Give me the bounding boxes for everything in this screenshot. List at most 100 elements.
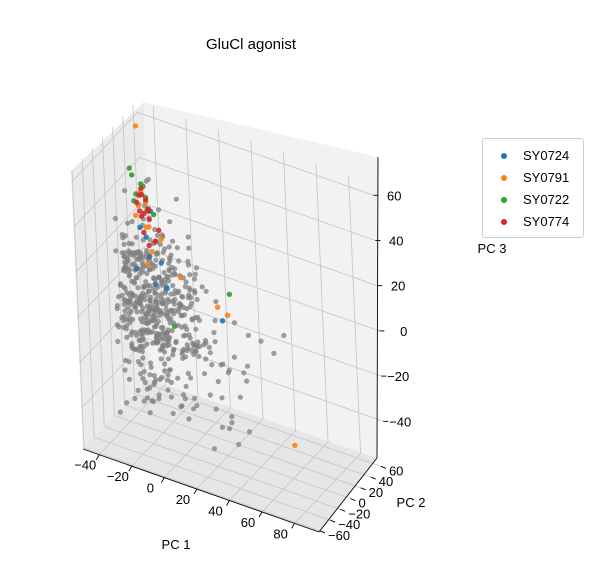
background-point [195, 339, 201, 345]
background-point [229, 420, 235, 426]
series-point-sy0724 [158, 260, 164, 266]
background-point [154, 321, 160, 327]
background-point [158, 356, 164, 362]
background-point [229, 414, 235, 420]
background-point [129, 341, 135, 347]
legend-marker [501, 219, 507, 225]
background-point [151, 317, 157, 323]
background-point [203, 356, 209, 362]
legend-item: SY0791 [483, 167, 583, 189]
z-tick-label: −20 [387, 369, 409, 384]
background-point [175, 375, 181, 381]
background-point [138, 371, 144, 377]
background-point [167, 320, 173, 326]
background-point [153, 276, 159, 283]
series-point-sy0724 [147, 254, 153, 260]
x-tick-mark [258, 511, 263, 518]
series-point-sy0791 [177, 274, 184, 281]
background-point [142, 380, 148, 386]
x-grid-line [229, 152, 296, 501]
background-point [126, 248, 132, 254]
background-point [148, 302, 154, 308]
background-point [151, 373, 157, 379]
background-point [157, 347, 163, 353]
background-point [179, 403, 185, 409]
background-point [122, 297, 129, 303]
y-axis-line [318, 457, 378, 533]
series-point-sy0724 [163, 285, 170, 291]
background-point [144, 270, 150, 277]
x-tick-label: −40 [74, 458, 96, 473]
series-point-sy0791 [214, 304, 221, 310]
y-tick-mark [370, 476, 376, 480]
background-point [220, 361, 226, 367]
back-pane [144, 102, 378, 458]
background-point [180, 348, 186, 354]
background-point [231, 354, 237, 360]
background-point [192, 290, 198, 296]
background-point [166, 244, 172, 250]
background-point [145, 311, 151, 317]
y-tick-label: 20 [369, 485, 383, 500]
background-point [142, 296, 148, 303]
background-point [185, 234, 191, 240]
background-point [213, 406, 219, 412]
background-point [137, 299, 143, 305]
legend-marker [501, 153, 507, 159]
background-point [170, 348, 176, 354]
x-tick-label: −20 [107, 469, 129, 484]
background-point [146, 288, 152, 294]
background-point [173, 196, 179, 202]
background-point [209, 362, 215, 368]
background-point [146, 266, 153, 273]
background-point [184, 342, 190, 348]
y-tick-mark [340, 508, 346, 512]
x-axis-label: PC 1 [162, 537, 191, 552]
z-grid-line [75, 202, 378, 287]
x-tick-mark [226, 500, 230, 506]
background-point [142, 314, 148, 321]
background-point [172, 272, 178, 278]
background-point [153, 251, 159, 257]
series-point-sy0774 [134, 199, 140, 206]
background-point [114, 306, 120, 312]
background-point [139, 259, 145, 265]
background-point [159, 232, 165, 238]
series-point-sy0774 [145, 208, 151, 214]
background-point [241, 370, 247, 376]
series-point-sy0724 [143, 234, 149, 240]
z-tick-label: 0 [400, 324, 407, 339]
y-tick-label: 60 [389, 463, 403, 478]
background-point [134, 309, 140, 315]
background-point [165, 309, 171, 315]
legend-marker [501, 197, 507, 203]
background-point [145, 176, 151, 182]
background-point [170, 283, 176, 289]
x-grid-line [131, 118, 199, 467]
background-point [203, 288, 209, 294]
series-point-sy0774 [156, 227, 162, 233]
background-point [166, 260, 172, 267]
z-axis-label: PC 3 [478, 241, 507, 256]
background-point [181, 312, 188, 318]
background-point [138, 254, 144, 260]
series-point-sy0774 [138, 185, 144, 192]
background-point [171, 301, 178, 307]
background-point [124, 289, 130, 296]
background-point [185, 262, 192, 268]
background-point [212, 339, 218, 345]
background-point [119, 315, 125, 321]
background-point [203, 340, 209, 346]
x-axis-line [82, 448, 320, 533]
data-points [112, 123, 298, 452]
background-point [160, 342, 166, 348]
background-point [135, 359, 141, 365]
background-point [133, 234, 139, 240]
background-point [129, 241, 135, 247]
background-point [164, 338, 170, 345]
background-point [182, 323, 188, 329]
background-point [132, 305, 138, 311]
background-point [129, 252, 135, 258]
background-point [174, 245, 180, 251]
